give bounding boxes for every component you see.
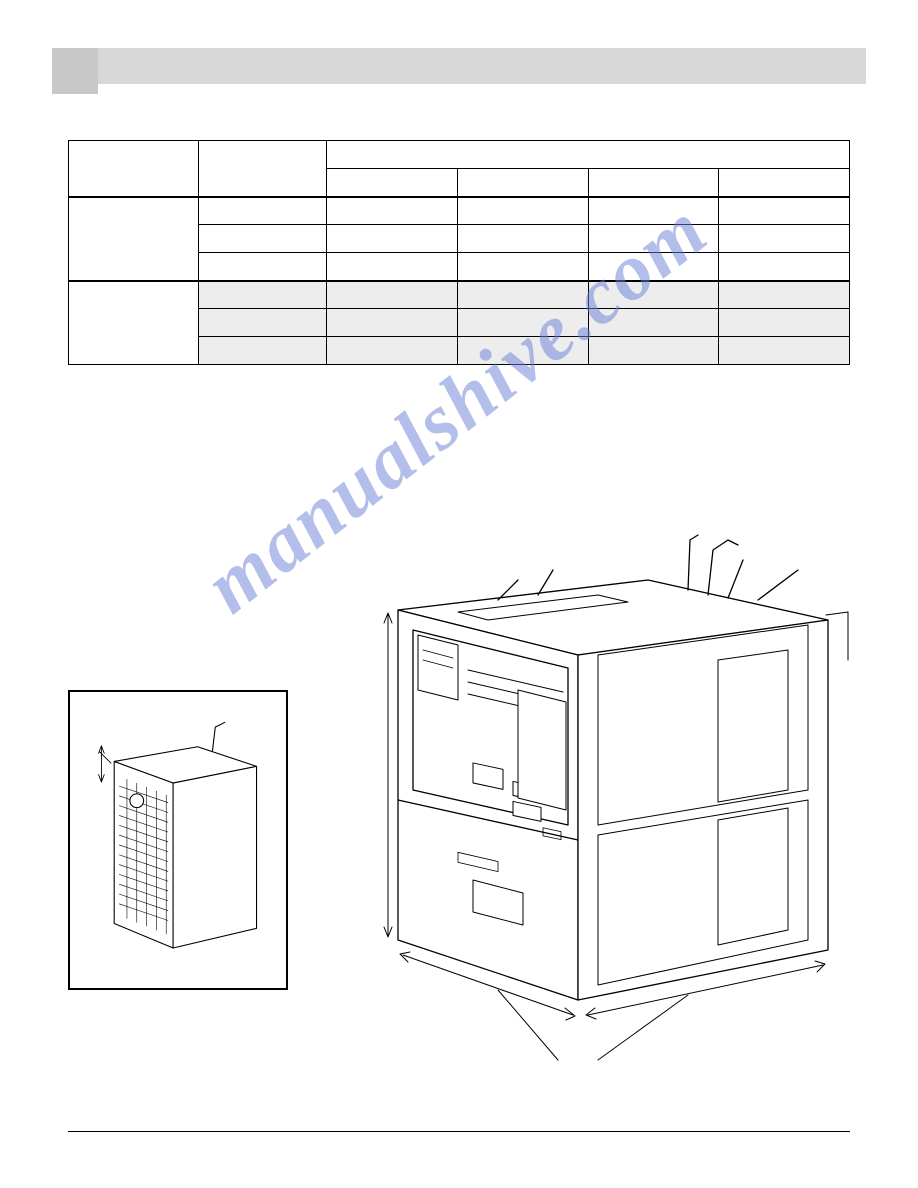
table-row <box>69 281 850 309</box>
table-cell <box>588 253 719 281</box>
table-cell <box>457 281 588 309</box>
table-cell <box>327 281 458 309</box>
table-cell <box>199 309 327 337</box>
table-cell <box>457 225 588 253</box>
table-cell <box>457 253 588 281</box>
table-header-cell <box>327 141 850 169</box>
table-cell <box>719 253 850 281</box>
table-cell <box>327 253 458 281</box>
table-header-cell <box>199 141 327 197</box>
table-cell <box>199 281 327 309</box>
thumbnail-diagram-box <box>68 690 288 990</box>
table-header-cell <box>327 169 458 197</box>
table-cell <box>69 197 199 281</box>
table-header-cell <box>69 141 199 197</box>
spec-table <box>68 140 850 365</box>
table-cell <box>327 225 458 253</box>
diagram-area: manualshive.com <box>68 440 850 1108</box>
table-cell <box>719 225 850 253</box>
table-cell <box>719 281 850 309</box>
table-cell <box>199 197 327 225</box>
table-cell <box>457 309 588 337</box>
table-header-cell <box>457 169 588 197</box>
footer-divider <box>68 1131 850 1132</box>
table-cell <box>457 337 588 365</box>
table-cell <box>199 225 327 253</box>
table-header-cell <box>719 169 850 197</box>
table-cell <box>719 197 850 225</box>
table-cell <box>457 197 588 225</box>
thumbnail-unit-diagram <box>70 692 286 988</box>
header-bar <box>52 48 866 84</box>
table-cell <box>588 337 719 365</box>
main-unit-diagram <box>318 440 888 1100</box>
table-cell <box>719 337 850 365</box>
table-row <box>69 197 850 225</box>
table-cell <box>199 253 327 281</box>
table-cell <box>327 309 458 337</box>
table-cell <box>588 281 719 309</box>
table-cell <box>588 309 719 337</box>
table-header-cell <box>588 169 719 197</box>
table-cell <box>327 197 458 225</box>
content-area <box>68 140 850 365</box>
table-cell <box>69 281 199 365</box>
header-page-box <box>52 48 98 94</box>
table-cell <box>719 309 850 337</box>
table-cell <box>588 197 719 225</box>
table-cell <box>327 337 458 365</box>
table-cell <box>588 225 719 253</box>
table-cell <box>199 337 327 365</box>
